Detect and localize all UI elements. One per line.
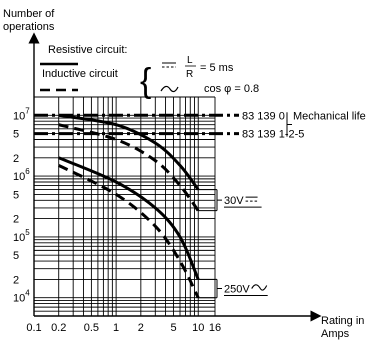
series-line-250v-inductive [58,164,200,299]
x-tick-label: 1 [113,322,119,334]
y-tick-label: 5 [13,250,19,262]
mechanical-life-line-label: 83 139 1-2-5 [242,129,304,141]
group-bracket [216,279,222,298]
legend-dc-numerator: L [187,55,193,66]
series-line-30v-inductive [58,123,200,212]
grid [33,96,216,317]
legend-resistive-label: Resistive circuit: [48,44,127,56]
group-label-30v: 30V [224,195,244,207]
x-tick-label: 2 [138,322,144,334]
x-tick-label: 0.1 [26,322,41,334]
y-tick-label: 2 [13,214,19,226]
x-tick-label: 0.2 [51,322,66,334]
legend-ac-condition: cos φ = 0.8 [204,83,259,95]
y-tick-label: 104 [13,289,30,305]
group-bracket [216,189,222,211]
y-tick-label: 5 [13,189,19,201]
y-tick-label: 106 [13,167,30,183]
series-line-30v-resistive [58,113,200,191]
y-tick-label: 2 [13,153,19,165]
x-axis-title-line2: Amps [321,328,350,340]
series-line-250v-resistive [58,156,200,280]
legend-inductive-label: Inductive circuit [42,68,118,80]
ac-symbol [160,85,179,93]
y-tick-label: 5 [13,129,19,141]
ac-symbol-icon [251,284,268,291]
y-tick-label: 2 [13,274,19,286]
x-axis-title-line1: Rating in [321,315,364,327]
legend: Resistive circuit: Inductive circuit { L… [40,44,259,100]
x-tick-label: 10 [192,322,204,334]
y-axis-title-line1: Number of [3,8,55,20]
legend-dc-denominator: R [186,69,193,80]
series [58,113,200,299]
group-label-250v: 250V [224,284,250,296]
y-axis-title-line2: operations [3,21,55,33]
x-tick-label: 5 [170,322,176,334]
legend-brace: { [140,62,151,100]
x-tick-label: 0.5 [84,322,99,334]
mechanical-life-bracket [286,112,292,137]
mechanical-life-label: Mechanical life [293,110,366,122]
legend-dc-condition: = 5 ms [200,62,234,74]
axes [28,32,322,322]
x-tick-label: 16 [209,322,221,334]
y-tick-label: 105 [13,228,30,244]
mechanical-life-line-label: 83 139 0 [242,110,285,122]
y-tick-label: 107 [13,106,30,122]
voltage-group-labels: 30V 250V [198,189,268,299]
